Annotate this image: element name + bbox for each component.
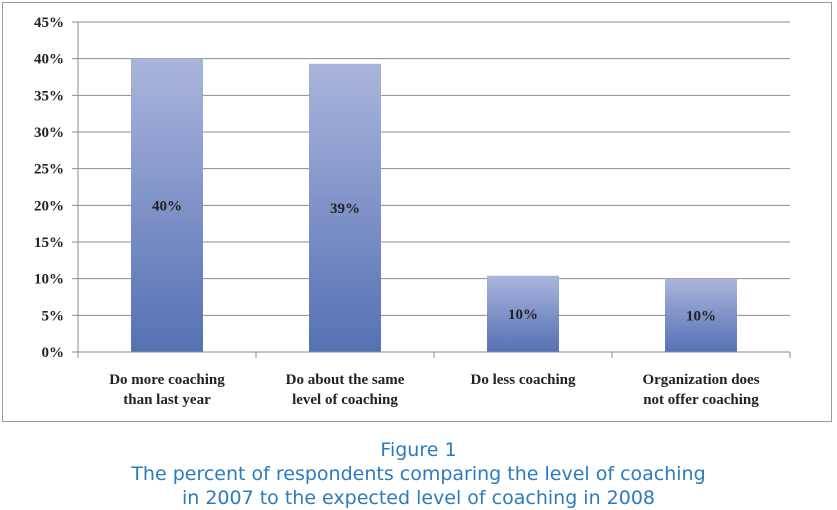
data-label: 39% [330, 201, 360, 217]
data-label: 10% [686, 308, 716, 324]
bar [131, 58, 203, 353]
caption-line-2: in 2007 to the expected level of coachin… [181, 487, 656, 509]
category-label: not offer coaching [643, 392, 759, 408]
y-tick-label: 0% [42, 345, 65, 361]
y-tick-label: 40% [34, 52, 64, 68]
category-label: level of coaching [292, 392, 398, 408]
y-tick-label: 25% [34, 162, 64, 178]
bars [131, 58, 737, 353]
category-label: Do about the same [286, 372, 405, 388]
bar [309, 63, 381, 353]
y-tick-label: 10% [34, 272, 64, 288]
data-label: 10% [508, 307, 538, 323]
y-tick-label: 35% [34, 88, 64, 104]
data-label: 40% [152, 198, 182, 214]
category-label: Organization does [642, 372, 759, 388]
category-label: Do less coaching [471, 372, 577, 388]
bar [665, 278, 737, 352]
bar-chart: 0% 5% 10% 15% 20% 25% 30% 35% 40% 45% 40% Do more c… [34, 15, 791, 408]
category-label: Do more coaching [109, 372, 225, 388]
figure-caption: Figure 1 The percent of respondents comp… [0, 438, 837, 510]
y-tick-label: 30% [34, 125, 64, 141]
y-tick-label: 20% [34, 198, 64, 214]
category-label: than last year [123, 392, 211, 408]
caption-line-1: The percent of respondents comparing the… [131, 463, 706, 485]
labels: 0% 5% 10% 15% 20% 25% 30% 35% 40% 45% 40% Do more c… [34, 15, 760, 408]
figure-number: Figure 1 [380, 439, 457, 461]
bar [487, 275, 559, 352]
y-tick-label: 15% [34, 235, 64, 251]
axes [72, 21, 791, 358]
y-tick-label: 45% [34, 15, 64, 31]
y-tick-label: 5% [42, 308, 65, 324]
